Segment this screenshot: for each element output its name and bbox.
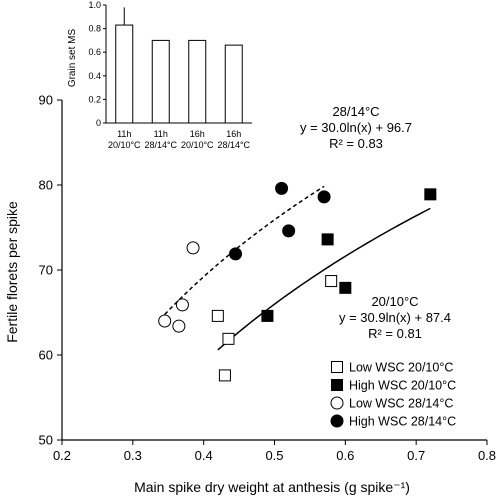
y-axis-label: Fertile florets per spike [4, 201, 20, 343]
data-point-open-circle [175, 298, 189, 312]
data-point-open-circle [158, 314, 172, 328]
inset-y-axis-label: Grain set MS [67, 29, 78, 88]
regression-annotations: 28/14°Cy = 30.0ln(x) + 96.7R² = 0.83 20/1… [300, 104, 451, 341]
inset-y-tick-label: 0.4 [88, 71, 101, 81]
y-tick-label: 70 [39, 263, 53, 278]
data-point-open-square [222, 332, 235, 345]
inset-y-tick-label: 0.6 [88, 47, 101, 57]
annotation-line: y = 30.0ln(x) + 96.7 [300, 120, 412, 135]
fit-curve-20-10 [217, 207, 431, 351]
inset-bar [224, 44, 243, 124]
x-axis-label: Main spike dry weight at anthesis (g spi… [134, 479, 410, 495]
legend: Low WSC 20/10°C High WSC 20/10°C Low WSC 2… [330, 361, 456, 429]
inset-bars [115, 7, 243, 124]
inset-y-tick-label: 0.8 [88, 24, 101, 34]
x-tick-label: 0.4 [195, 448, 213, 463]
inset-x-tick-label: 11h [154, 129, 168, 139]
data-point-open-square [218, 369, 231, 382]
annotation-line: 20/10°C [371, 294, 418, 309]
inset-x-tick-label: 28/14°C [217, 140, 250, 150]
legend-marker [330, 414, 344, 428]
inset-x-tick-label: 20/10°C [108, 140, 141, 150]
data-point-filled-circle [229, 247, 243, 261]
inset-x-tick-label: 20/10°C [181, 140, 214, 150]
data-point-filled-square [339, 281, 352, 294]
inset-bar [115, 24, 134, 124]
y-tick-label: 50 [39, 433, 53, 448]
annotation-line: R² = 0.81 [368, 326, 422, 341]
inset-y-tick-label: 0.2 [88, 94, 101, 104]
annotation-line: R² = 0.83 [329, 136, 383, 151]
data-point-open-circle [172, 319, 186, 333]
data-point-filled-square [261, 309, 274, 322]
y-tick-label: 80 [39, 178, 53, 193]
data-points [158, 181, 437, 382]
legend-label: High WSC 28/14°C [349, 415, 456, 429]
inset-x-tick-label: 16h [226, 129, 241, 139]
data-point-filled-square [424, 188, 437, 201]
inset-bar [188, 39, 207, 124]
fit-curves [164, 185, 431, 351]
x-tick-label: 0.6 [336, 448, 354, 463]
inset-x-tick-label: 28/14°C [144, 140, 177, 150]
legend-marker [331, 361, 343, 373]
annotation-line: y = 30.9ln(x) + 87.4 [339, 310, 451, 325]
inset-x-tick-label: 11h [117, 129, 131, 139]
data-point-filled-circle [282, 224, 296, 238]
legend-label: Low WSC 28/14°C [349, 397, 453, 411]
main-scatter-chart: 0.2 0.3 0.4 0.5 0.6 0.7 0.8 50 60 70 80 90 Main spi… [4, 93, 496, 496]
x-tick-label: 0.3 [124, 448, 142, 463]
x-tick-label: 0.8 [478, 448, 496, 463]
x-tick-label: 0.7 [407, 448, 425, 463]
annotation-line: 28/14°C [332, 104, 379, 119]
main-ticks: 0.2 0.3 0.4 0.5 0.6 0.7 0.8 50 60 70 80 90 [39, 93, 497, 464]
x-tick-label: 0.2 [53, 448, 71, 463]
fit-curve-28-14 [164, 185, 325, 315]
inset-ticks: 00.20.40.60.81.011h20/10°C11h28/14°C16h2… [88, 0, 250, 150]
legend-label: Low WSC 20/10°C [349, 361, 453, 375]
data-point-filled-circle [275, 181, 289, 195]
y-tick-label: 60 [39, 348, 53, 363]
data-point-open-square [325, 275, 338, 288]
data-point-filled-square [321, 233, 334, 246]
legend-marker [330, 396, 344, 410]
inset-bar-chart: 00.20.40.60.81.011h20/10°C11h28/14°C16h2… [67, 0, 252, 150]
data-point-filled-circle [317, 190, 331, 204]
inset-y-tick-label: 1.0 [88, 0, 101, 10]
data-point-open-circle [186, 241, 200, 255]
legend-label: High WSC 20/10°C [349, 379, 456, 393]
legend-marker [331, 379, 343, 391]
inset-x-tick-label: 16h [190, 129, 205, 139]
y-tick-label: 90 [39, 93, 53, 108]
data-point-open-square [211, 309, 224, 322]
inset-y-tick-label: 0 [96, 118, 101, 128]
inset-bar [151, 39, 170, 124]
x-tick-label: 0.5 [265, 448, 283, 463]
